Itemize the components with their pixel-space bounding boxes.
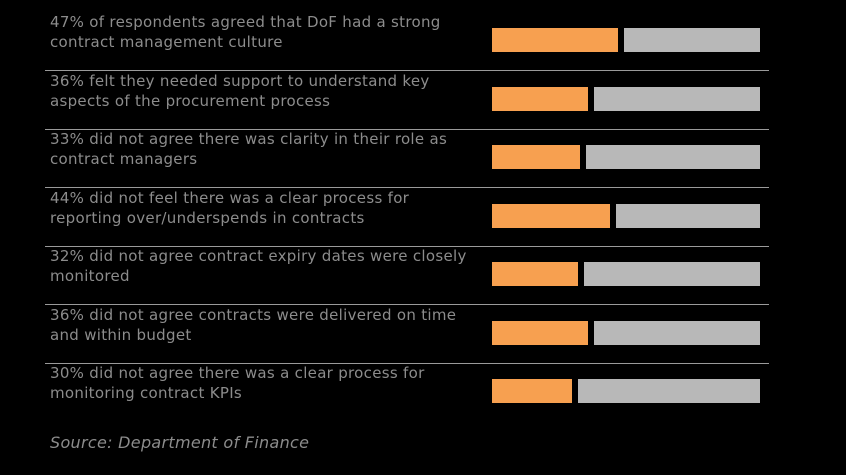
bar-track bbox=[492, 145, 760, 169]
row-label: 44% did not feel there was a clear proce… bbox=[50, 188, 410, 227]
row-label: 36% did not agree contracts were deliver… bbox=[50, 305, 457, 344]
source-note: Source: Department of Finance bbox=[50, 433, 310, 452]
bar-highlight-segment bbox=[492, 145, 580, 169]
bar-highlight-segment bbox=[492, 203, 610, 228]
bar-remainder-segment bbox=[594, 86, 760, 111]
row-divider bbox=[45, 304, 769, 305]
bar-remainder-segment bbox=[594, 320, 760, 345]
chart-row: 36% felt they needed support to understa… bbox=[45, 71, 769, 129]
bar-track bbox=[492, 203, 760, 228]
bar-remainder-segment bbox=[586, 145, 760, 169]
row-label: 30% did not agree there was a clear proc… bbox=[50, 364, 425, 402]
bar-track bbox=[492, 379, 760, 403]
row-divider bbox=[45, 70, 769, 71]
bar-remainder-segment bbox=[624, 28, 760, 52]
row-label: 36% felt they needed support to understa… bbox=[50, 71, 430, 110]
bar-remainder-segment bbox=[578, 379, 760, 403]
bar-remainder-segment bbox=[616, 203, 760, 228]
bar-track bbox=[492, 86, 760, 111]
bar-track bbox=[492, 320, 760, 345]
chart-row: 36% did not agree contracts were deliver… bbox=[45, 305, 769, 363]
bar-highlight-segment bbox=[492, 379, 572, 403]
bar-track bbox=[492, 28, 760, 52]
chart-row: 30% did not agree there was a clear proc… bbox=[45, 363, 769, 421]
row-label: 47% of respondents agreed that DoF had a… bbox=[50, 13, 441, 51]
bar-highlight-segment bbox=[492, 86, 588, 111]
bar-track bbox=[492, 262, 760, 286]
chart-row: 33% did not agree there was clarity in t… bbox=[45, 129, 769, 187]
row-divider bbox=[45, 187, 769, 188]
row-divider bbox=[45, 128, 769, 130]
chart-row: 32% did not agree contract expiry dates … bbox=[45, 246, 769, 304]
bar-highlight-segment bbox=[492, 28, 618, 52]
row-label: 33% did not agree there was clarity in t… bbox=[50, 130, 448, 168]
chart-row: 44% did not feel there was a clear proce… bbox=[45, 188, 769, 246]
bar-highlight-segment bbox=[492, 320, 588, 345]
row-divider bbox=[45, 245, 769, 247]
bar-remainder-segment bbox=[584, 262, 760, 286]
row-label: 32% did not agree contract expiry dates … bbox=[50, 247, 467, 285]
row-divider bbox=[45, 362, 769, 364]
chart-row: 47% of respondents agreed that DoF had a… bbox=[45, 12, 769, 70]
bar-highlight-segment bbox=[492, 262, 578, 286]
